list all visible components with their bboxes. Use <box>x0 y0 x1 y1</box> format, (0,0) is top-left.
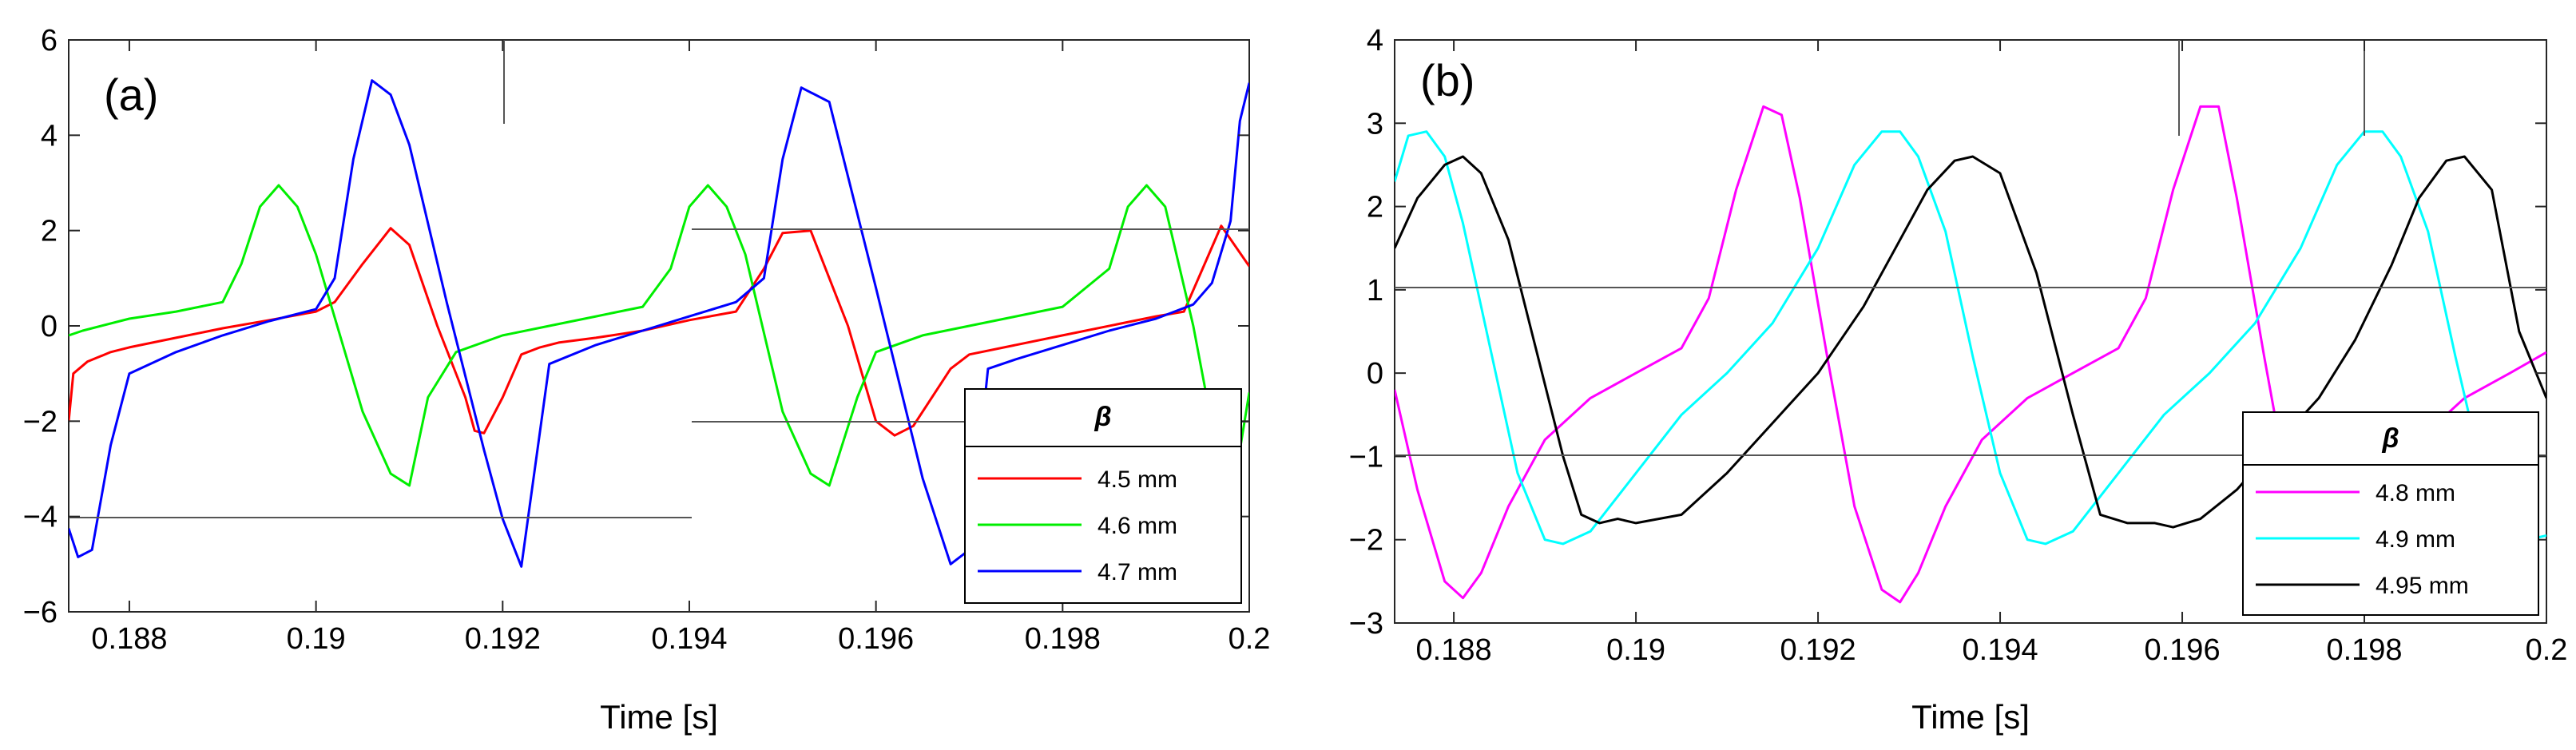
series-layer <box>69 79 1249 568</box>
series-line-4_9-mm <box>1395 130 2546 546</box>
x-tick-label: 0.192 <box>465 622 541 656</box>
legend-label: 4.6 mm <box>1097 513 1177 539</box>
y-tick-label: −2 <box>1349 524 1383 558</box>
legend-label: 4.9 mm <box>2376 526 2455 553</box>
axis-ticks: 0.188 0.19 0.192 0.194 0.196 0.198 0.2 −6 −4 −2 0 2… <box>23 24 1271 656</box>
y-tick-label: 2 <box>41 215 58 248</box>
series-line-4_7-mm <box>69 79 1249 568</box>
x-tick-label: 0.19 <box>1606 633 1665 667</box>
legend-label: 4.95 mm <box>2376 573 2469 599</box>
axis-ticks: 0.188 0.19 0.192 0.194 0.196 0.198 0.2 −3 −2 −1 0 1… <box>1349 24 2568 667</box>
x-tick-label: 0.198 <box>1025 622 1101 656</box>
x-tick-label: 0.188 <box>1416 633 1492 667</box>
x-tick-label: 0.192 <box>1780 633 1856 667</box>
x-tick-label: 0.194 <box>1963 633 2038 667</box>
y-tick-label: 2 <box>1367 191 1383 224</box>
legend-items: 4.8 mm 4.9 mm 4.95 mm <box>2256 480 2469 599</box>
y-tick-label: 6 <box>41 24 58 58</box>
y-tick-label: −1 <box>1349 440 1383 474</box>
series-line-4_6-mm <box>69 184 1249 487</box>
y-tick-label: 3 <box>1367 107 1383 141</box>
x-tick-label: 0.2 <box>1228 622 1271 656</box>
x-axis-label: Time [s] <box>600 698 718 736</box>
y-tick-label: 0 <box>1367 357 1383 391</box>
series-line-4_5-mm <box>69 224 1249 437</box>
x-tick-label: 0.196 <box>838 622 914 656</box>
legend-box <box>2242 411 2539 616</box>
y-tick-label: −2 <box>23 405 58 438</box>
x-axis-label: Time [s] <box>1911 698 2030 736</box>
x-tick-label: 0.194 <box>651 622 727 656</box>
x-tick-label: 0.198 <box>2326 633 2402 667</box>
legend: β 4.8 mm 4.9 mm 4.95 mm <box>2242 411 2539 616</box>
panel-label: (b) <box>1420 55 1475 105</box>
x-tick-label: 0.2 <box>2526 633 2568 667</box>
panel-a: 0.188 0.19 0.192 0.194 0.196 0.198 0.2 −6 −4 −2 0 2… <box>23 24 1271 736</box>
legend-title: β <box>2381 423 2399 454</box>
panel-b: 0.188 0.19 0.192 0.194 0.196 0.198 0.2 −3 −2 −1 0 1… <box>1349 24 2568 736</box>
y-tick-label: −3 <box>1349 607 1383 641</box>
y-tick-label: 4 <box>1367 24 1383 58</box>
y-tick-label: −4 <box>23 501 58 534</box>
legend: β 4.5 mm 4.6 mm 4.7 mm <box>964 388 1242 604</box>
legend-box <box>964 388 1242 604</box>
series-line-4_95-mm <box>1395 155 2546 529</box>
legend-title: β <box>1094 402 1111 432</box>
x-tick-label: 0.196 <box>2144 633 2220 667</box>
legend-label: 4.8 mm <box>2376 480 2455 506</box>
panel-label: (a) <box>104 69 158 120</box>
legend-label: 4.7 mm <box>1097 559 1177 585</box>
x-tick-label: 0.19 <box>287 622 346 656</box>
y-tick-label: −6 <box>23 596 58 629</box>
legend-items: 4.5 mm 4.6 mm 4.7 mm <box>978 466 1177 585</box>
y-tick-label: 0 <box>41 310 58 343</box>
legend-label: 4.5 mm <box>1097 466 1177 493</box>
y-tick-label: 1 <box>1367 274 1383 308</box>
x-tick-label: 0.188 <box>91 622 167 656</box>
y-tick-label: 4 <box>41 119 58 153</box>
